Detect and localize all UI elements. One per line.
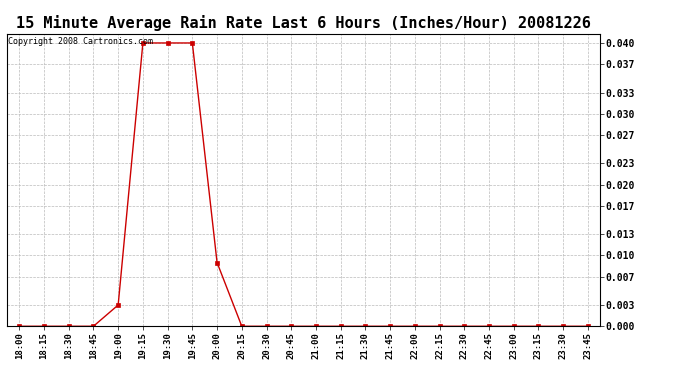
Text: Copyright 2008 Cartronics.com: Copyright 2008 Cartronics.com [8,37,153,46]
Title: 15 Minute Average Rain Rate Last 6 Hours (Inches/Hour) 20081226: 15 Minute Average Rain Rate Last 6 Hours… [16,15,591,31]
